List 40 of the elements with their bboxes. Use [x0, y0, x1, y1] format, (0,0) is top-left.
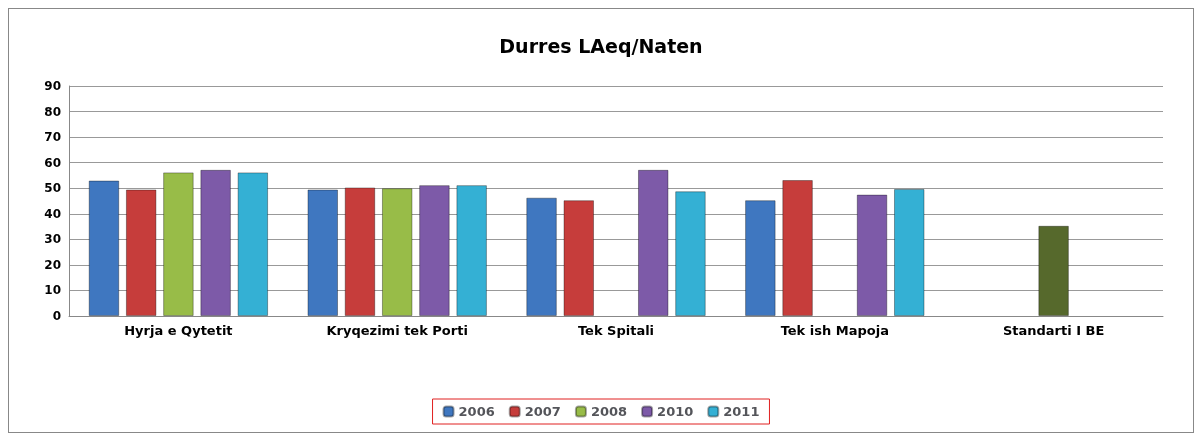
bar: [163, 172, 194, 316]
legend-label: 2010: [657, 404, 694, 419]
x-tick-label: Tek Spitali: [577, 323, 655, 338]
bar: [125, 189, 157, 316]
y-tick-label: 20: [44, 257, 61, 272]
y-tick-label: 80: [44, 104, 61, 119]
y-tick-label: 90: [44, 79, 61, 93]
legend-label: 2008: [590, 404, 628, 419]
bar: [675, 191, 706, 316]
bar: [1038, 225, 1069, 316]
bar: [237, 172, 269, 316]
bar: [745, 200, 776, 316]
chart-title: Durres LAeq/Naten: [499, 34, 703, 57]
bar: [563, 200, 595, 316]
y-tick-label: 0: [52, 309, 61, 323]
x-tick-label: Standarti I BE: [1002, 323, 1105, 338]
bar: [894, 188, 925, 316]
x-tick-label: Kryqezimi tek Porti: [326, 323, 468, 338]
bar: [419, 185, 450, 316]
bar: [307, 189, 338, 316]
bar: [782, 180, 813, 316]
bar: [456, 185, 487, 316]
bar: [88, 180, 120, 316]
bar: [200, 169, 231, 316]
legend-label: 2006: [458, 404, 495, 419]
bar: [381, 188, 413, 316]
x-tick-label: Hyrja e Qytetit: [124, 323, 233, 338]
y-tick-label: 50: [44, 181, 61, 196]
x-tick-label: Tek ish Mapoja: [780, 323, 889, 338]
legend-label: 2007: [524, 404, 561, 419]
legend-label: 2011: [723, 404, 760, 419]
y-tick-label: 30: [44, 232, 61, 247]
y-tick-label: 70: [44, 130, 61, 145]
bar: [526, 197, 557, 316]
bar: [856, 194, 888, 316]
bar: [637, 169, 669, 316]
y-tick-label: 40: [44, 206, 61, 221]
y-tick-label: 10: [44, 283, 61, 298]
bar: [344, 187, 376, 316]
y-tick-label: 60: [44, 155, 61, 170]
